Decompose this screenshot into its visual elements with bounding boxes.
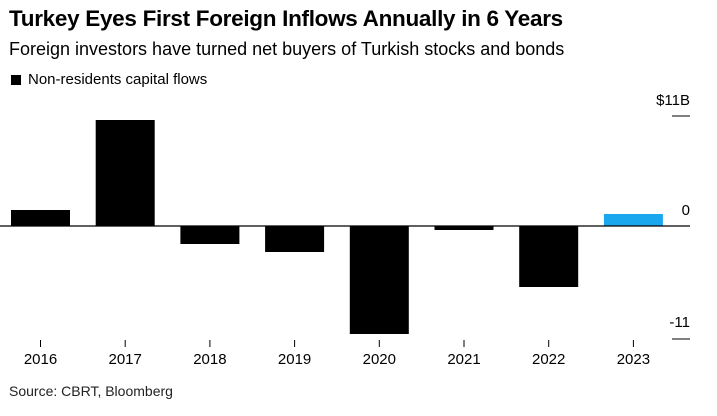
x-tick-label: 2022 [532,351,565,368]
bars-group [11,120,663,334]
bar-2022 [519,226,579,287]
bar-2017 [95,120,155,226]
bar-2018 [180,226,240,244]
legend: Non-residents capital flows [11,71,207,88]
bar-2023 [603,214,663,226]
chart-subtitle: Foreign investors have turned net buyers… [9,39,565,59]
legend-label: Non-residents capital flows [28,71,208,88]
x-tick-label: 2019 [278,351,311,368]
x-tick-label: 2018 [193,351,226,368]
y-tick-label: -11 [669,314,690,331]
x-tick-label: 2020 [363,351,396,368]
x-tick-label: 2017 [109,351,142,368]
legend-swatch [11,74,21,85]
bar-2019 [265,226,325,252]
chart-title: Turkey Eyes First Foreign Inflows Annual… [9,6,563,31]
x-tick-label: 2016 [24,351,57,368]
source-note: Source: CBRT, Bloomberg [9,383,173,399]
y-tick-label: $11B [656,92,690,109]
bar-2020 [349,226,409,334]
axes-group: 2016 2017 2018 2019 2020 2021 2022 2023 $11B 0 -11 [0,92,690,368]
x-tick-label: 2023 [617,351,650,368]
bar-2021 [434,226,494,230]
x-tick-label: 2021 [447,351,480,368]
bar-2016 [11,210,70,226]
y-tick-label: 0 [682,202,690,219]
